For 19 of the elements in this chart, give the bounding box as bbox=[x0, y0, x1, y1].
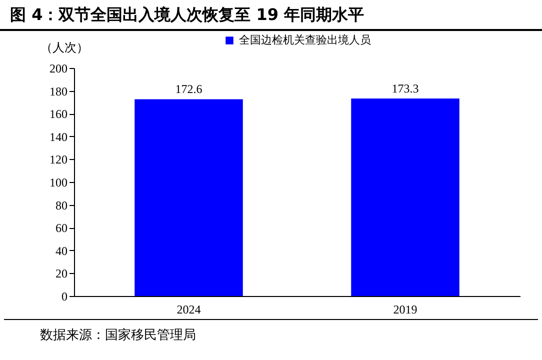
y-tick-label: 80 bbox=[56, 198, 68, 212]
legend-label: 全国边检机关查验出境人员 bbox=[239, 34, 371, 46]
y-tick-label: 140 bbox=[50, 130, 68, 144]
data-label: 173.3 bbox=[392, 81, 419, 96]
x-tick-label: 2024 bbox=[176, 302, 201, 316]
y-tick-label: 60 bbox=[56, 221, 68, 236]
y-tick-label: 120 bbox=[50, 152, 68, 167]
y-tick-label: 40 bbox=[56, 244, 68, 258]
data-label: 172.6 bbox=[175, 82, 202, 96]
y-tick-label: 160 bbox=[50, 107, 68, 122]
y-tick-label: 20 bbox=[56, 266, 68, 281]
y-tick-label: 180 bbox=[50, 84, 68, 98]
y-tick-label: 100 bbox=[50, 176, 68, 190]
source-note: 数据来源：国家移民管理局 bbox=[4, 319, 538, 344]
chart-title: 图 4：双节全国出入境人次恢复至 19 年同期水平 bbox=[0, 0, 542, 31]
y-axis-title: （人次） bbox=[40, 40, 88, 54]
y-tick-label: 0 bbox=[62, 290, 68, 304]
y-tick-label: 200 bbox=[50, 62, 68, 76]
x-tick-label: 2019 bbox=[393, 302, 418, 316]
